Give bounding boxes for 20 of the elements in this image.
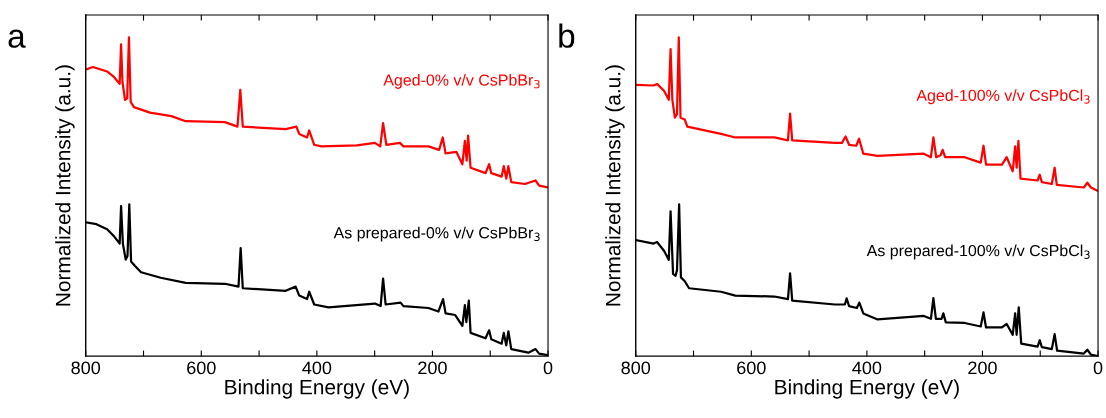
y-axis-title: Normalized Intensity (a.u.)	[605, 65, 625, 306]
text: As prepared-100% v/v CsPbCl$_{3}$	[866, 244, 1090, 260]
x-tick-label: 200	[968, 361, 997, 375]
x-tick-label: 400	[302, 361, 332, 375]
text: Aged-100% v/v CsPbCl$_{3}$	[916, 89, 1090, 105]
text: b	[559, 23, 575, 48]
x-tick-label: 600	[737, 361, 766, 375]
text: Aged-0% v/v CsPbBr$_{3}$	[383, 73, 540, 89]
x-axis-title: Binding Energy (eV)	[225, 379, 409, 399]
x-tick-label: 400	[852, 361, 882, 375]
x-tick-label: 0	[1093, 361, 1103, 375]
x-tick-label: 800	[621, 361, 651, 375]
text: As prepared-0% v/v CsPbBr$_{3}$	[333, 226, 540, 242]
x-axis-title: Binding Energy (eV)	[775, 379, 959, 399]
text: a	[8, 29, 26, 48]
x-tick-label: 0	[543, 361, 553, 375]
x-tick-label: 200	[418, 361, 447, 375]
x-tick-label: 600	[187, 361, 216, 375]
x-tick-label: 800	[71, 361, 101, 375]
y-axis-title: Normalized Intensity (a.u.)	[55, 65, 75, 306]
